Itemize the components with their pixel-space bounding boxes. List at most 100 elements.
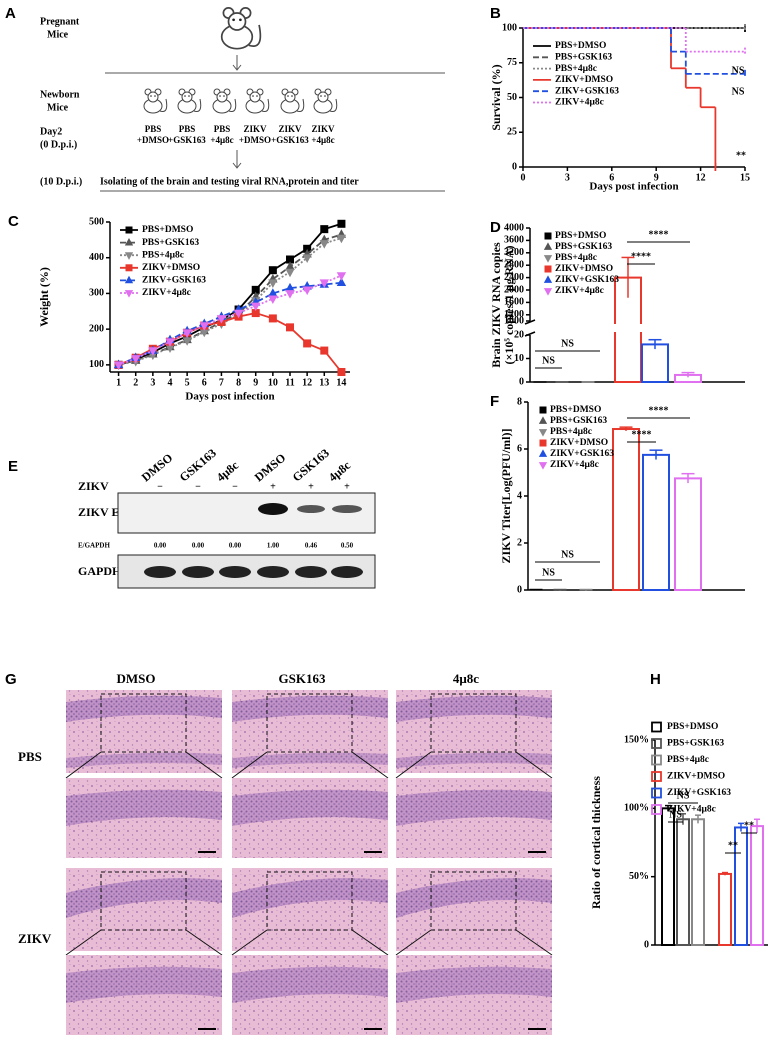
x-tick-label: 12: [302, 377, 312, 388]
legend-marker: [538, 416, 548, 424]
bar: [674, 477, 702, 591]
ratio: 0.00: [229, 542, 242, 550]
point: [302, 254, 312, 263]
mouse-icon: [313, 88, 338, 114]
legend-marker: [124, 290, 134, 298]
cortex-band: [66, 878, 222, 918]
row-header: ZIKV: [18, 931, 52, 946]
x-tick-label: 6: [609, 172, 614, 183]
y-tick-label: 0: [517, 584, 522, 595]
legend-label: PBS+GSK163: [142, 238, 199, 248]
y-tick-label: 400: [89, 252, 104, 263]
mouse-tail: [159, 98, 168, 112]
ratio: 0.50: [341, 542, 354, 550]
y-tick-label: 100: [502, 22, 517, 33]
point: [148, 347, 158, 356]
legend-label: PBS+DMSO: [667, 722, 718, 732]
annotation: NS: [542, 567, 555, 578]
legend-marker: [539, 439, 547, 447]
panel-label: B: [490, 5, 501, 22]
point: [233, 309, 244, 319]
point: [320, 346, 329, 355]
mouse-eye: [223, 95, 225, 97]
bar: [612, 428, 640, 591]
legend-label: ZIKV+DMSO: [667, 772, 725, 782]
legend-label: PBS+DMSO: [555, 231, 606, 241]
group-label: +DMSO: [137, 135, 169, 145]
zoom-line: [515, 929, 553, 956]
mouse-icon: [177, 88, 202, 114]
x-axis-label: Days post infection: [185, 391, 274, 403]
point: [251, 302, 261, 312]
y-axis-label: Weight (%): [37, 267, 51, 327]
bar: [642, 453, 670, 591]
mouse-icon: [220, 7, 262, 50]
break-mark: [524, 319, 536, 325]
mouse-eye: [154, 95, 156, 97]
mouse-head: [147, 91, 159, 103]
bar: [661, 807, 675, 946]
diagram-label: (0 D.p.i.): [40, 139, 77, 150]
point: [268, 279, 278, 288]
bar: [750, 825, 764, 946]
zoom-line: [231, 929, 268, 956]
annotation: ****: [631, 251, 651, 262]
legend-marker: [124, 237, 134, 246]
zoom-line: [351, 751, 389, 779]
annotation: **: [744, 820, 754, 831]
legend-label: PBS+4μ8c: [667, 755, 709, 765]
legend-marker: [543, 288, 553, 296]
x-tick-label: 5: [185, 377, 190, 388]
cortex-band: [66, 695, 222, 722]
y-tick-label: 0: [512, 161, 517, 172]
cortex-band: [66, 789, 222, 826]
legend-marker: [543, 275, 553, 283]
point: [319, 279, 329, 288]
annotation: ****: [649, 405, 669, 416]
mouse-head: [317, 91, 329, 103]
point: [303, 339, 312, 348]
cortex-band: [66, 966, 222, 1003]
mouse-eye: [320, 95, 322, 97]
lane-label: GSK163: [177, 446, 219, 485]
legend-marker: [538, 429, 548, 437]
cortex-band: [232, 789, 388, 826]
group-label: +GSK163: [271, 135, 309, 145]
panel-label: C: [8, 213, 19, 230]
y-tick-label: 50%: [629, 871, 649, 882]
group-label: +GSK163: [168, 135, 206, 145]
annotation: NS: [561, 338, 574, 349]
panel-label: H: [650, 671, 661, 688]
zoom-line: [395, 929, 432, 956]
bar: [641, 343, 669, 383]
legend-label: ZIKV+4μ8c: [667, 805, 716, 815]
legend-marker: [125, 226, 133, 234]
annotation: ****: [649, 229, 669, 240]
zoom-box: [266, 693, 353, 753]
annotation: NS: [732, 65, 745, 76]
legend-label: ZIKV+DMSO: [142, 263, 200, 273]
x-tick-label: 10: [268, 377, 278, 388]
zikv-sign: −: [195, 481, 201, 492]
ratio: 0.00: [154, 542, 167, 550]
legend-label: ZIKV+DMSO: [550, 438, 608, 448]
mouse-eye: [188, 95, 190, 97]
point: [319, 240, 329, 249]
legend-label: ZIKV+GSK163: [550, 449, 614, 459]
annotation: NS: [677, 790, 690, 801]
x-tick-label: 6: [202, 377, 207, 388]
mouse-eye: [252, 95, 254, 97]
legend-label: PBS+GSK163: [555, 242, 612, 252]
legend-marker: [124, 252, 134, 260]
point: [113, 361, 124, 371]
zoom-line: [351, 929, 389, 956]
zoom-line: [395, 751, 432, 779]
panel-label: F: [490, 393, 499, 410]
x-tick-label: 9: [253, 377, 258, 388]
mouse-icon: [245, 88, 270, 114]
group-label: ZIKV: [311, 124, 335, 134]
column-header: DMSO: [117, 671, 156, 686]
mouse-head: [227, 12, 247, 31]
x-tick-label: 9: [654, 172, 659, 183]
